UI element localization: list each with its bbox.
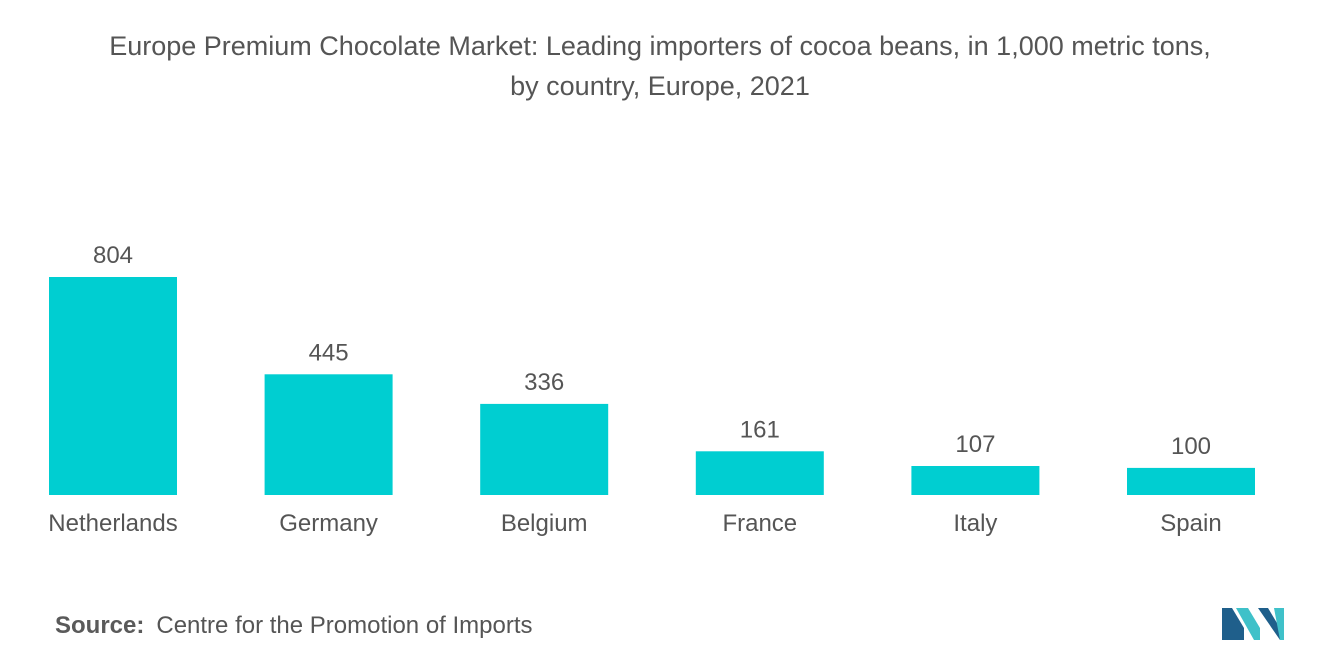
chart-title: Europe Premium Chocolate Market: Leading… [0, 26, 1320, 106]
category-label-belgium: Belgium [501, 510, 588, 537]
data-label-germany: 445 [309, 339, 349, 366]
bar-germany [264, 374, 393, 495]
bar-italy [911, 466, 1040, 495]
mordor-intelligence-logo-icon [1222, 608, 1284, 640]
category-label-italy: Italy [953, 510, 997, 537]
data-label-italy: 107 [955, 431, 995, 458]
data-label-france: 161 [740, 416, 780, 443]
data-label-netherlands: 804 [93, 242, 133, 269]
chart-title-line-1: Europe Premium Chocolate Market: Leading… [109, 31, 1211, 61]
category-label-netherlands: Netherlands [48, 510, 177, 537]
bar-belgium [480, 403, 609, 495]
source-text: Centre for the Promotion of Imports [156, 612, 533, 639]
bar-spain [1127, 467, 1255, 495]
category-label-france: France [722, 510, 797, 537]
source-note: Source: Centre for the Promotion of Impor… [55, 612, 533, 640]
data-label-belgium: 336 [524, 369, 564, 396]
chart-title-line-2: by country, Europe, 2021 [510, 71, 810, 101]
data-label-spain: 100 [1171, 433, 1211, 460]
category-label-germany: Germany [279, 510, 378, 537]
bar-netherlands [49, 277, 177, 495]
bar-chart: 804 Netherlands 445 Germany 336 Belgium 161 Fra… [48, 242, 1255, 537]
category-label-spain: Spain [1160, 510, 1221, 537]
bar-france [695, 451, 824, 495]
source-label: Source: [55, 612, 145, 639]
